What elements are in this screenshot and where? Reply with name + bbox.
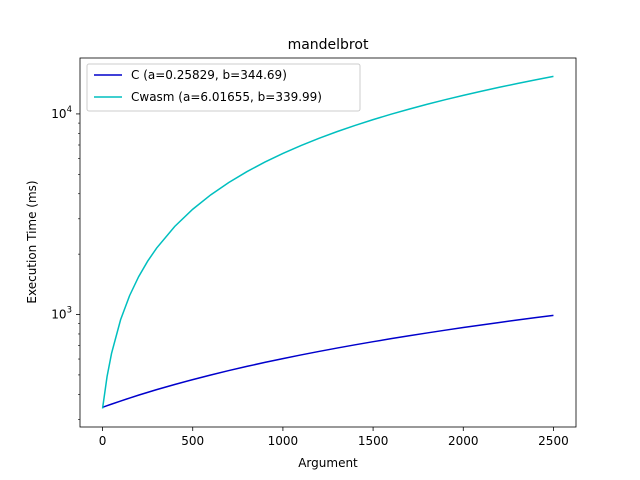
legend-label-cwasm: Cwasm (a=6.01655, b=339.99) [131, 90, 322, 104]
series-line-0 [102, 314, 554, 409]
y-axis-label: Execution Time (ms) [25, 180, 39, 303]
legend-box [86, 63, 361, 112]
x-tick-label: 1000 [268, 434, 299, 448]
y-tick-label: 103 [51, 306, 72, 322]
ticks-layer: 0 500 1000 1500 2000 2500 103 104 [51, 105, 568, 448]
x-axis-label: Argument [298, 456, 358, 470]
x-tick-label: 500 [181, 434, 204, 448]
legend: C (a=0.25829, b=344.69) Cwasm (a=6.01655… [86, 63, 361, 112]
legend-label-c: C (a=0.25829, b=344.69) [131, 68, 287, 82]
x-tick-label: 1500 [358, 434, 389, 448]
chart-title: mandelbrot [288, 37, 369, 53]
x-tick-label: 0 [99, 434, 107, 448]
series-line-1 [101, 75, 554, 409]
y-tick-label: 104 [51, 105, 72, 121]
plot-area-frame [79, 57, 577, 428]
x-tick-label: 2000 [448, 434, 479, 448]
x-tick-label: 2500 [538, 434, 569, 448]
series-layer [101, 75, 554, 409]
